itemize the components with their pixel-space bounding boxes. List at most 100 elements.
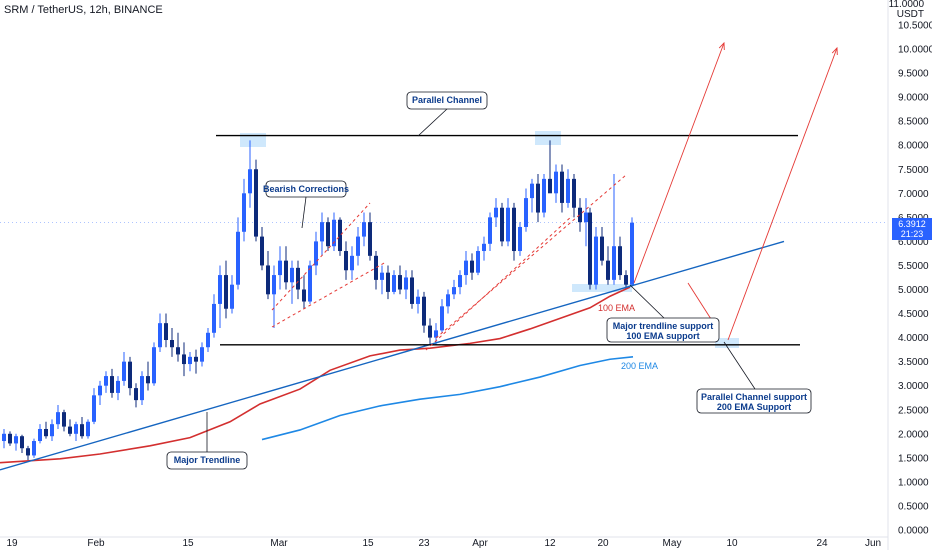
y-tick-label: 0.0000 xyxy=(898,526,929,537)
highlight-zone xyxy=(572,284,632,292)
x-tick-label: 15 xyxy=(362,538,374,549)
candle-body xyxy=(158,323,162,348)
candle-body xyxy=(386,272,390,292)
x-tick-label: 19 xyxy=(6,538,18,549)
candle-body xyxy=(266,265,270,295)
candle-body xyxy=(254,169,258,237)
candle-body xyxy=(218,275,222,304)
candle-body xyxy=(38,428,42,442)
candle-body xyxy=(600,236,604,261)
y-tick-label: 6.0000 xyxy=(898,237,929,248)
candle-body xyxy=(350,255,354,271)
parallel-channel-callout-text: Parallel Channel xyxy=(412,95,482,105)
y-tick-label: 2.5000 xyxy=(898,405,929,416)
candle-body xyxy=(326,222,330,247)
parallel-channel-callout-pointer xyxy=(417,108,448,137)
axis-unit-top: 11.0000 xyxy=(888,0,924,10)
candle-body xyxy=(44,428,48,437)
candle-body xyxy=(2,433,6,442)
ema200-line xyxy=(261,356,634,441)
candle-body xyxy=(248,169,252,194)
candle-body xyxy=(338,219,342,252)
y-tick-label: 4.0000 xyxy=(898,333,929,344)
candle-body xyxy=(224,275,228,309)
candle-body xyxy=(470,260,474,273)
y-tick-label: 5.5000 xyxy=(898,261,929,272)
candle-body xyxy=(440,306,444,331)
correction-channel-line xyxy=(425,215,573,351)
candle-body xyxy=(404,277,408,290)
highlight-zone xyxy=(240,133,266,147)
major-trendline-callout-text: Major Trendline xyxy=(174,455,241,465)
y-tick-label: 4.5000 xyxy=(898,309,929,320)
candle-body xyxy=(320,222,324,242)
highlight-zone xyxy=(715,338,739,348)
channel-support-pointer xyxy=(723,341,756,390)
candle-body xyxy=(566,178,570,203)
channel-support-callout-box xyxy=(696,388,812,414)
candle-body xyxy=(20,436,24,449)
x-tick-label: May xyxy=(663,538,682,549)
x-tick-label: 23 xyxy=(418,538,430,549)
axis-unit: 11.0000 USDT xyxy=(889,0,924,20)
candle-body xyxy=(452,287,456,295)
candle-body xyxy=(242,193,246,232)
candle-body xyxy=(206,332,210,348)
candle-body xyxy=(146,376,150,384)
candle-body xyxy=(92,395,96,422)
x-tick-label: 20 xyxy=(597,538,609,549)
y-tick-label: 9.0000 xyxy=(898,93,929,104)
projection-arrow-1 xyxy=(633,42,725,284)
candle-body xyxy=(512,207,516,252)
candle-body xyxy=(80,424,84,437)
candle-body xyxy=(488,217,492,244)
trendline-support-callout-text: Major trendline support xyxy=(613,321,714,331)
y-tick-label: 8.5000 xyxy=(898,117,929,128)
major-trendline-callout-box xyxy=(166,451,248,470)
trendline-support-callout-text: 100 EMA support xyxy=(626,331,699,341)
candle-body xyxy=(356,236,360,256)
candle-body xyxy=(26,448,30,456)
candle-body xyxy=(630,222,634,285)
candle-body xyxy=(176,347,180,355)
candle-body xyxy=(588,212,592,285)
candle-body xyxy=(170,340,174,348)
correction-channel-line xyxy=(271,261,387,328)
ema100-line xyxy=(0,286,631,464)
candle-body xyxy=(68,426,72,434)
candle-body xyxy=(434,330,438,338)
y-tick-label: 3.5000 xyxy=(898,357,929,368)
candle-body xyxy=(624,275,628,285)
x-tick-label: 10 xyxy=(726,538,738,549)
candle-body xyxy=(578,207,582,223)
candle-body xyxy=(260,236,264,266)
candle-body xyxy=(284,260,288,283)
candle-body xyxy=(542,178,546,213)
candle-body xyxy=(194,356,198,362)
candle-body xyxy=(302,289,306,302)
bearish-corrections-callout-box xyxy=(265,180,347,198)
candle-body xyxy=(446,294,450,307)
candle-body xyxy=(362,222,366,237)
candle-body xyxy=(374,255,378,280)
candle-body xyxy=(494,207,498,218)
candle-body xyxy=(104,376,108,386)
current-price-tag[interactable] xyxy=(892,218,932,240)
candle-body xyxy=(506,207,510,242)
candle-body xyxy=(128,361,132,389)
candle-body xyxy=(236,231,240,285)
projection-arrow-1-head xyxy=(718,41,725,51)
projection-arrow-3 xyxy=(727,47,838,341)
candle-body xyxy=(380,272,384,280)
candle-body xyxy=(152,347,156,384)
candle-body xyxy=(392,275,396,292)
y-tick-label: 7.0000 xyxy=(898,189,929,200)
candle-body xyxy=(398,275,402,290)
candle-body xyxy=(8,433,12,444)
candle-body xyxy=(164,323,168,341)
candle-body xyxy=(62,412,66,427)
candle-body xyxy=(548,178,552,194)
ema100-label: 100 EMA xyxy=(598,303,635,313)
